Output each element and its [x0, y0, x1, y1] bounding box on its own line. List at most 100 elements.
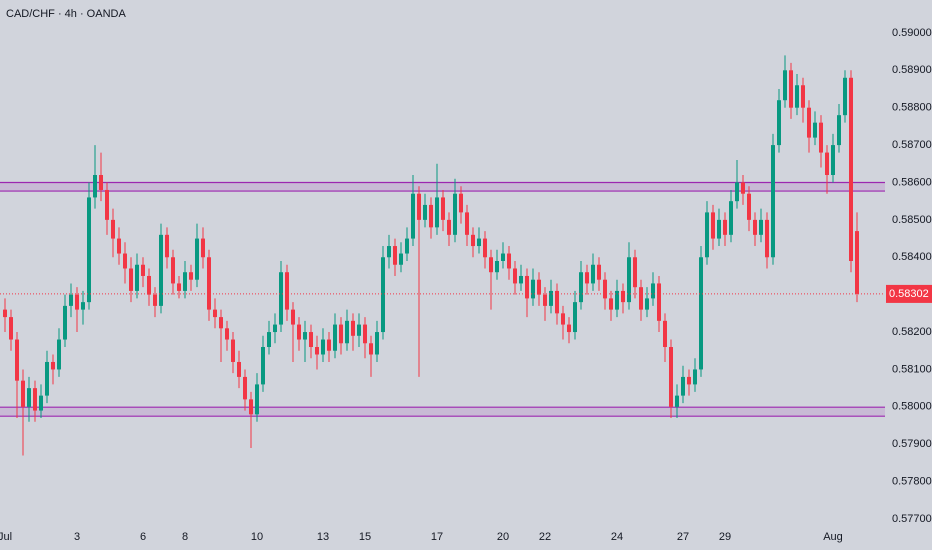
candle-body: [339, 324, 343, 344]
candle-body: [123, 253, 127, 269]
candle-body: [495, 261, 499, 273]
candle-body: [591, 264, 595, 284]
candle-body: [237, 361, 241, 377]
candle-body: [351, 320, 355, 336]
candle-body: [711, 212, 715, 239]
candle-body: [423, 204, 427, 220]
candle-body: [435, 197, 439, 228]
candle-body: [291, 309, 295, 325]
y-tick-label: 0.58700: [892, 139, 932, 151]
candle-body: [747, 193, 751, 220]
candle-body: [21, 380, 25, 407]
candle-body: [543, 294, 547, 306]
candle-body: [483, 238, 487, 258]
candle-body: [633, 257, 637, 288]
candle-body: [81, 302, 85, 310]
candle-body: [231, 339, 235, 362]
candle-body: [675, 395, 679, 407]
candle-body: [213, 309, 217, 318]
x-tick-label: 6: [140, 531, 146, 543]
candle-body: [729, 201, 733, 235]
candle-body: [765, 219, 769, 258]
candle-body: [429, 204, 433, 228]
candle-body: [573, 302, 577, 333]
candle-body: [717, 219, 721, 239]
y-tick-label: 0.58200: [892, 326, 932, 338]
candle-body: [453, 193, 457, 235]
candle-body: [201, 238, 205, 258]
candle-body: [45, 361, 49, 396]
candle-body: [549, 290, 553, 306]
candle-body: [87, 197, 91, 303]
candle-body: [381, 257, 385, 333]
candle-body: [9, 317, 13, 340]
x-tick-label: 13: [317, 531, 329, 543]
candle-body: [759, 219, 763, 235]
candle-body: [561, 313, 565, 325]
candle-body: [363, 324, 367, 344]
candle-body: [831, 145, 835, 175]
candle-body: [789, 70, 793, 108]
candle-body: [657, 283, 661, 321]
candle-body: [405, 238, 409, 254]
candle-body: [111, 219, 115, 239]
candle-body: [663, 320, 667, 348]
candle-body: [447, 219, 451, 235]
x-tick-label: Aug: [823, 531, 843, 543]
candle-body: [411, 193, 415, 239]
candle-body: [279, 272, 283, 325]
candle-body: [321, 339, 325, 355]
candle-body: [393, 246, 397, 265]
candle-body: [783, 70, 787, 101]
candle-body: [513, 268, 517, 284]
candle-body: [555, 290, 559, 314]
candle-body: [459, 193, 463, 213]
candle-body: [117, 238, 121, 254]
candle-body: [735, 182, 739, 202]
candle-body: [375, 332, 379, 355]
candle-body: [75, 294, 79, 310]
last-price-label: 0.58302: [889, 288, 929, 300]
candle-body: [93, 175, 97, 198]
candle-body: [327, 339, 331, 351]
candle-body: [315, 347, 319, 355]
candle-body: [609, 298, 613, 310]
y-tick-label: 0.58500: [892, 214, 932, 226]
candle-body: [387, 246, 391, 258]
y-tick-label: 0.58800: [892, 102, 932, 114]
candle-body: [261, 347, 265, 385]
candle-body: [771, 145, 775, 258]
candle-body: [3, 309, 7, 318]
candle-body: [843, 77, 847, 116]
x-tick-label: 3: [74, 531, 80, 543]
candle-body: [489, 257, 493, 273]
candle-body: [399, 253, 403, 265]
candle-body: [621, 290, 625, 303]
candle-body: [189, 272, 193, 280]
candle-body: [297, 324, 301, 340]
candle-body: [681, 376, 685, 396]
candle-body: [51, 361, 55, 370]
candle-body: [855, 231, 859, 294]
candle-body: [207, 257, 211, 310]
y-tick-label: 0.59000: [892, 27, 932, 39]
candle-body: [39, 395, 43, 411]
candle-body: [249, 399, 253, 415]
candle-body: [813, 122, 817, 138]
candle-body: [273, 324, 277, 333]
y-tick-label: 0.58400: [892, 251, 932, 263]
candle-body: [15, 339, 19, 381]
x-tick-label: 17: [431, 531, 443, 543]
last-price-box: [886, 284, 932, 303]
candle-body: [225, 328, 229, 340]
candle-body: [303, 332, 307, 340]
candle-body: [531, 279, 535, 299]
x-tick-label: 15: [359, 531, 371, 543]
candle-body: [519, 275, 523, 284]
zone-fill: [0, 407, 885, 417]
y-tick-label: 0.57700: [892, 513, 932, 525]
candle-body: [195, 238, 199, 280]
candle-body: [135, 264, 139, 291]
